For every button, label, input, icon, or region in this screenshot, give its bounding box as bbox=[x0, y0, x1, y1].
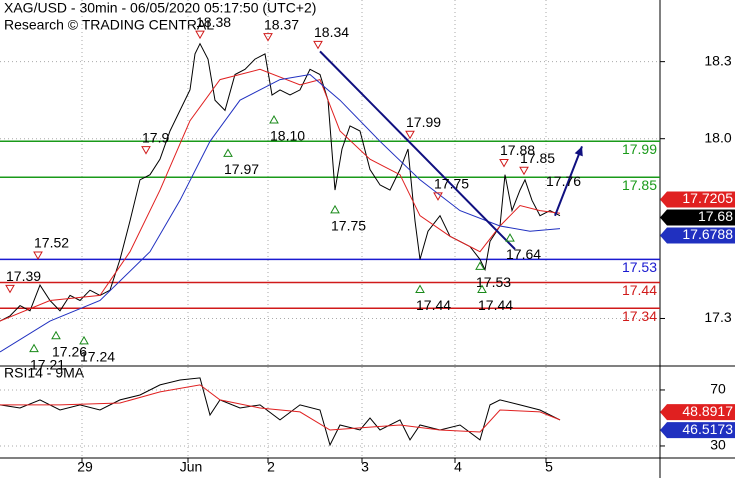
y-tick-label: 70 bbox=[710, 381, 726, 397]
arrow-head bbox=[574, 146, 583, 157]
level-label: 17.53 bbox=[622, 259, 657, 275]
x-tick-label: 2 bbox=[267, 459, 275, 475]
price-box bbox=[660, 209, 735, 226]
annotation: 17.88 bbox=[500, 142, 535, 158]
chart-title: XAG/USD - 30min - 06/05/2020 05:17:50 (U… bbox=[4, 0, 316, 16]
price-box bbox=[660, 404, 735, 421]
price-label: 17.6788 bbox=[682, 226, 733, 242]
annotation: 17.21 bbox=[30, 356, 65, 372]
low-marker bbox=[269, 115, 279, 124]
y-tick-label: 17.3 bbox=[704, 309, 731, 325]
low-marker bbox=[79, 335, 89, 345]
low-marker bbox=[223, 148, 233, 157]
trend-line bbox=[319, 50, 516, 250]
annotation: 17.75 bbox=[434, 176, 469, 192]
low-marker bbox=[330, 204, 340, 214]
high-marker bbox=[433, 192, 443, 201]
low-marker bbox=[29, 343, 39, 353]
x-tick-label: 29 bbox=[77, 459, 93, 475]
high-marker bbox=[5, 284, 15, 294]
annotation: 17.85 bbox=[520, 150, 555, 166]
y-tick-label: 18.3 bbox=[704, 52, 731, 68]
level-label: 17.44 bbox=[622, 282, 657, 298]
y-tick-label: 18.0 bbox=[704, 129, 731, 145]
series-line bbox=[0, 377, 561, 447]
price-box bbox=[660, 227, 735, 244]
low-marker bbox=[415, 284, 425, 294]
series-line bbox=[0, 73, 561, 353]
high-marker bbox=[195, 30, 205, 40]
annotation: 17.52 bbox=[34, 235, 69, 251]
annotation: 17.9 bbox=[142, 129, 169, 145]
annotation: 17.44 bbox=[478, 297, 513, 313]
series-line bbox=[0, 384, 561, 433]
high-marker bbox=[499, 159, 509, 168]
high-marker bbox=[33, 251, 43, 260]
annotation: 18.10 bbox=[270, 128, 305, 144]
annotation: 17.44 bbox=[416, 297, 451, 313]
price-box bbox=[660, 422, 735, 439]
annotation: 17.26 bbox=[52, 343, 87, 359]
price-label: 46.5173 bbox=[682, 421, 733, 437]
price-label: 48.8917 bbox=[682, 403, 733, 419]
annotation: 17.76 bbox=[546, 173, 581, 189]
annotation: 17.75 bbox=[331, 218, 366, 234]
price-label: 17.68 bbox=[698, 208, 733, 224]
x-tick-label: 4 bbox=[454, 459, 462, 475]
annotation: 17.97 bbox=[224, 161, 259, 177]
rsi-title: RSI14 - 9MA bbox=[4, 365, 85, 381]
low-marker bbox=[477, 284, 487, 294]
trend-line bbox=[554, 146, 583, 217]
level-label: 17.85 bbox=[622, 177, 657, 193]
annotation: 17.99 bbox=[406, 114, 441, 130]
y-tick-label: 30 bbox=[710, 437, 726, 453]
low-marker bbox=[505, 233, 515, 242]
annotation: 17.39 bbox=[6, 268, 41, 284]
series-line bbox=[0, 42, 561, 322]
annotation: 18.37 bbox=[264, 16, 299, 32]
high-marker bbox=[313, 40, 323, 50]
x-tick-label: 5 bbox=[545, 459, 553, 475]
annotation: 17.24 bbox=[80, 349, 115, 365]
level-label: 17.99 bbox=[622, 141, 657, 157]
low-marker bbox=[51, 330, 61, 340]
x-tick-label: Jun bbox=[180, 459, 203, 475]
chart-subtitle: Research © TRADING CENTRAL bbox=[4, 17, 214, 33]
annotation: 17.53 bbox=[476, 274, 511, 290]
high-marker bbox=[141, 146, 151, 155]
x-tick-label: 3 bbox=[361, 459, 369, 475]
annotation: 17.64 bbox=[506, 246, 541, 262]
price-label: 17.7205 bbox=[682, 190, 733, 206]
level-label: 17.34 bbox=[622, 308, 657, 324]
high-marker bbox=[263, 33, 273, 42]
high-marker bbox=[405, 130, 415, 140]
annotation: 18.34 bbox=[314, 24, 349, 40]
price-box bbox=[660, 191, 735, 208]
annotation: 18.38 bbox=[196, 14, 231, 30]
low-marker bbox=[475, 261, 485, 270]
high-marker bbox=[519, 166, 529, 176]
